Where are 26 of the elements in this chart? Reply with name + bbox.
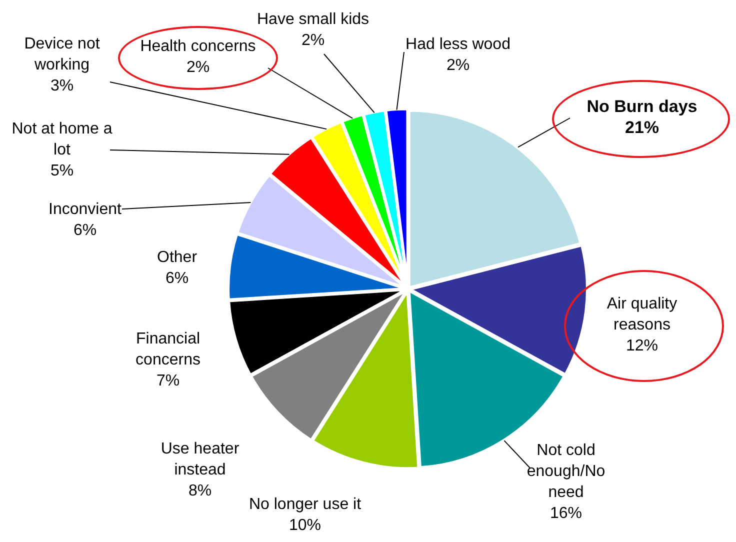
slice-label: Inconvient [48,200,122,218]
data-label: 7% [156,372,180,390]
data-label: 6% [73,222,97,239]
data-label: 8% [188,482,212,500]
slice-label: Have small kids [256,10,370,28]
data-label: 2% [446,56,470,74]
slice-label: Device not working [24,35,100,74]
data-label: 16% [550,504,582,522]
data-label: 5% [50,162,74,180]
data-label: 6% [165,270,189,287]
slice-label: No Burn days [586,97,698,116]
data-label: 2% [301,32,325,49]
data-label: 12% [626,337,658,354]
slice-label: Use heater instead [160,440,240,478]
slice-label: Health concerns [140,38,256,55]
data-label: 3% [50,77,74,94]
slice-label: Financial concerns [136,330,200,368]
slice-label: No longer use it [248,496,362,513]
slice-label: Not at home a lot [12,120,112,158]
slice-label: Other [156,248,198,266]
data-label: 10% [288,516,322,534]
slice-label: Had less wood [406,36,510,53]
data-label: 2% [186,58,210,76]
slice-label: Not cold enough/No need [526,442,606,501]
data-label: 21% [624,118,660,138]
slice-label: Air quality reasons [606,295,678,334]
